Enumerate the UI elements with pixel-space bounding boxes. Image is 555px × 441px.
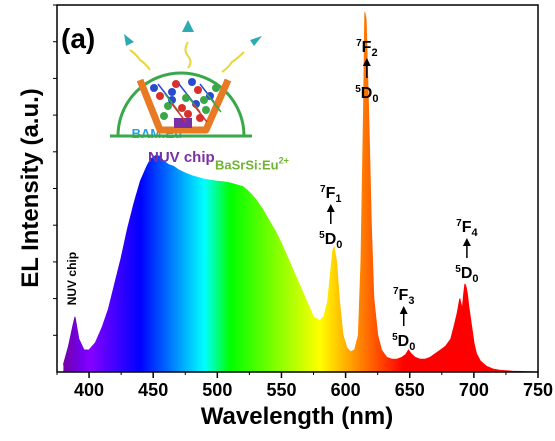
phosphor-particle xyxy=(178,104,186,112)
transition-lower-f3: 5D0 xyxy=(392,332,415,353)
transition-upper-f2: 7F2 xyxy=(356,38,377,59)
annotations: NUV chipBAM:Eu2+BaSrSi:Eu2+7F15D07F25D07… xyxy=(65,38,478,353)
phosphor-particle xyxy=(160,112,168,120)
phosphor-strand xyxy=(171,103,187,123)
x-tick-label: 650 xyxy=(395,380,425,400)
led-device-inset: NUV chip xyxy=(110,20,262,166)
transition-lower-f2: 5D0 xyxy=(355,84,378,105)
transition-upper-f3: 7F3 xyxy=(393,286,414,307)
phosphor-particle xyxy=(194,86,202,94)
led-cup xyxy=(136,78,232,134)
phosphor-particle xyxy=(168,96,176,104)
arrow-up-icon xyxy=(326,204,335,212)
arrow-up-icon xyxy=(399,306,408,314)
x-tick-label: 550 xyxy=(266,380,296,400)
phosphor-particle xyxy=(184,110,192,118)
transition-upper-f1: 7F1 xyxy=(320,184,341,205)
x-tick-label: 750 xyxy=(523,380,553,400)
y-axis-label: EL Intensity (a.u.) xyxy=(17,88,44,288)
phosphor-particles xyxy=(150,78,222,123)
phosphor-particle xyxy=(172,80,180,88)
x-tick-label: 700 xyxy=(459,380,489,400)
phosphor-particle xyxy=(200,96,208,104)
spectrum-area xyxy=(63,12,538,372)
arrow-icon xyxy=(182,20,194,32)
transition-lower-f1: 5D0 xyxy=(319,230,342,251)
x-tick-label: 600 xyxy=(331,380,361,400)
transition-annotation-f2: 7F2 5D0 xyxy=(355,38,378,105)
transition-annotation-f3: 7F3 5D0 xyxy=(392,286,415,353)
panel-label: (a) xyxy=(61,23,95,54)
arrow-up-icon xyxy=(462,238,471,246)
phosphor-particle xyxy=(150,84,158,92)
phosphor-particle xyxy=(202,106,210,114)
phosphor-particle xyxy=(168,88,176,96)
phosphor-particle xyxy=(188,78,196,86)
x-tick-label: 450 xyxy=(138,380,168,400)
arrow-icon xyxy=(124,34,134,46)
annotation-label-nuv: NUV chip xyxy=(65,252,79,305)
nuv-chip-block xyxy=(174,118,192,128)
transition-annotation-f1: 7F1 5D0 xyxy=(319,184,342,251)
nuv-chip-caption: NUV chip xyxy=(148,149,215,166)
transition-lower-f4: 5D0 xyxy=(455,264,478,285)
annotation-label-basrsi: BaSrSi:Eu2+ xyxy=(215,155,289,172)
x-tick-label: 400 xyxy=(74,380,104,400)
x-tick-label: 500 xyxy=(202,380,232,400)
phosphor-particle xyxy=(156,92,164,100)
phosphor-particle xyxy=(196,114,204,122)
y-ticks xyxy=(53,4,57,336)
spectrum-line xyxy=(62,12,538,372)
x-axis-label: Wavelength (nm) xyxy=(201,403,393,430)
transition-upper-f4: 7F4 xyxy=(456,218,478,239)
arrow-up-icon xyxy=(362,58,371,66)
arrow-icon xyxy=(250,36,262,46)
led-dome xyxy=(116,71,246,137)
phosphor-particle xyxy=(212,84,220,92)
phosphor-strand xyxy=(206,93,222,113)
transition-annotation-f4: 7F4 5D0 xyxy=(455,218,478,285)
emission-rays xyxy=(124,20,262,73)
x-ticks: 400 450 500 550 600 650 700 750 xyxy=(56,372,553,400)
phosphor-particle xyxy=(164,102,172,110)
phosphor-strand xyxy=(192,103,208,123)
